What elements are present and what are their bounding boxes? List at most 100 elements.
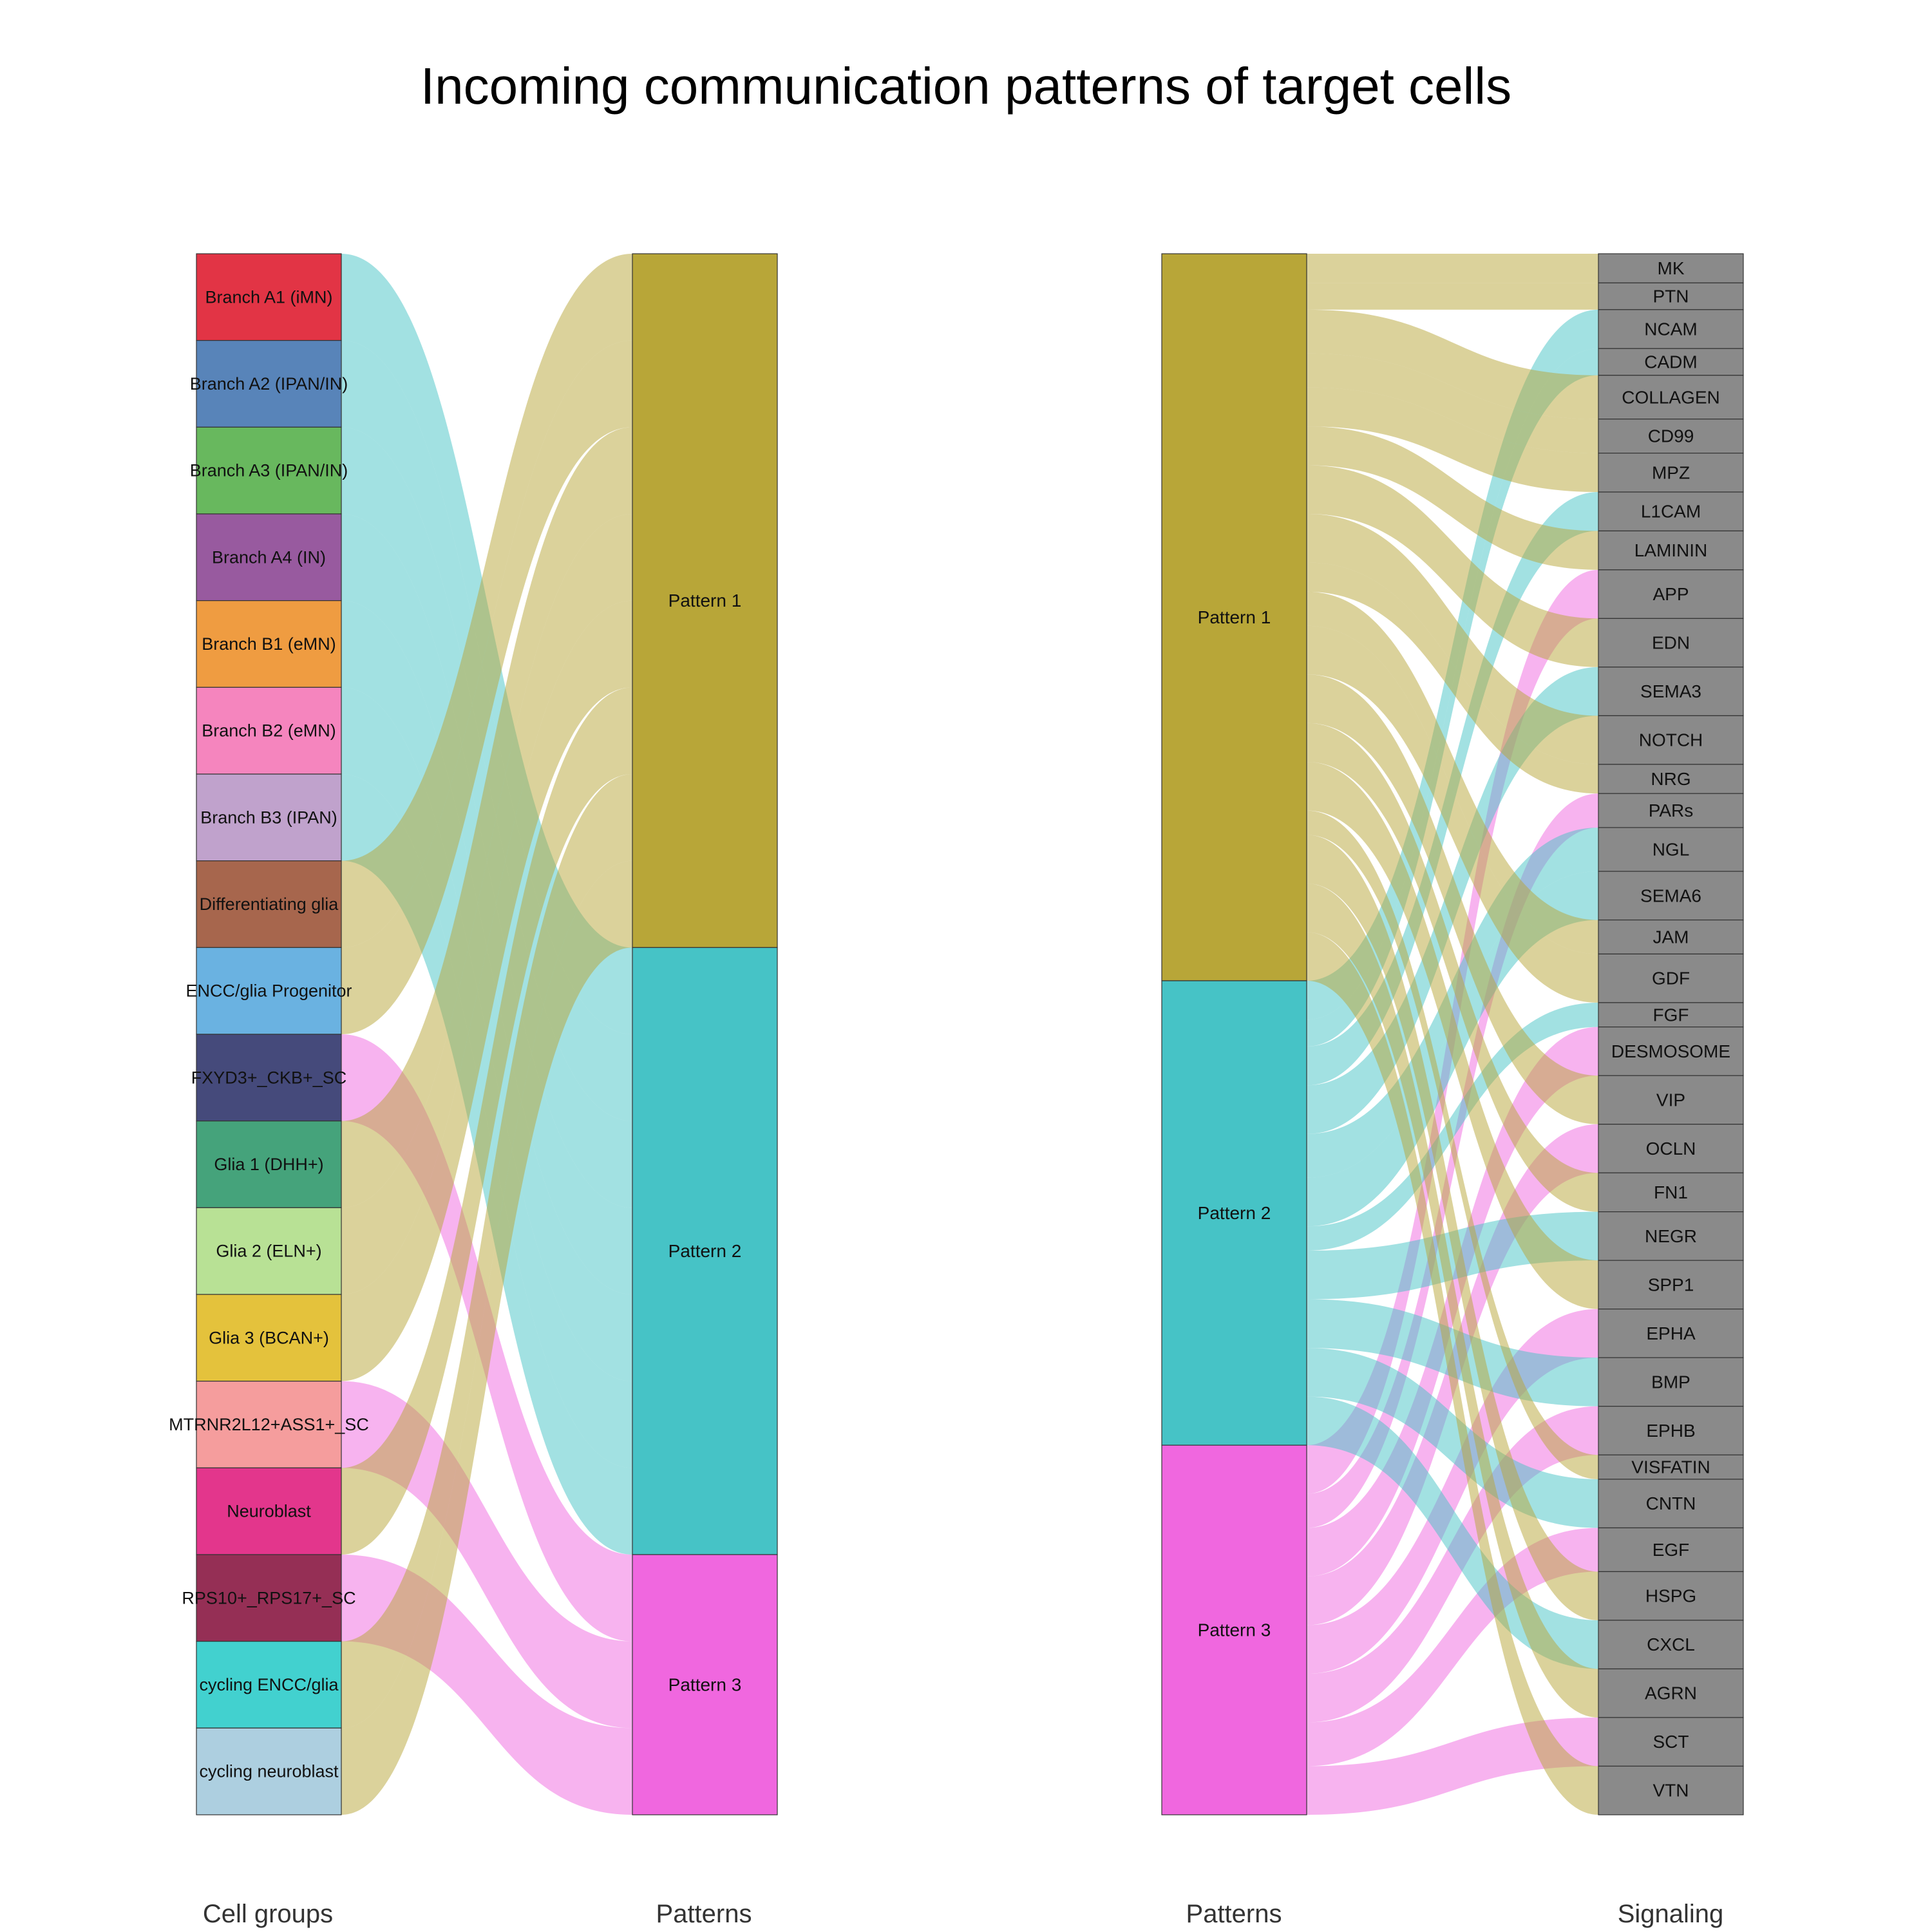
left-node-label-glia-1-dhh: Glia 1 (DHH+): [214, 1155, 323, 1174]
left-node-label-branch-a3-ipan-in: Branch A3 (IPAN/IN): [190, 461, 348, 480]
right-node-label-cadm: CADM: [1644, 352, 1697, 372]
flow-glia-1-dhh-to-pattern-1: [341, 427, 632, 1208]
flow-neuroblast-to-pattern-1: [341, 687, 632, 1555]
flow-glia-3-bcan-to-pattern-1: [341, 600, 632, 1381]
right-node-spp1: [1598, 1260, 1744, 1310]
flow-pattern-2-to-cadm: [1307, 348, 1598, 1046]
flow-pattern-1-to-notch: [1307, 514, 1598, 764]
left-node-label-branch-a4-in: Branch A4 (IN): [212, 547, 326, 567]
left-panel-right-axis-label: Patterns: [656, 1900, 752, 1928]
right-node-label-notch: NOTCH: [1639, 730, 1703, 750]
flow-pattern-1-to-ptn: [1307, 283, 1598, 310]
right-node-label-visfatin: VISFATIN: [1631, 1457, 1710, 1477]
left-panel-left-axis-label: Cell groups: [202, 1900, 334, 1928]
right-node-label-vtn: VTN: [1653, 1781, 1689, 1801]
left-node-label-cycling-neuroblast: cycling neuroblast: [199, 1762, 339, 1781]
right-node-notch: [1598, 715, 1744, 765]
left-node-label-glia-3-bcan: Glia 3 (BCAN+): [209, 1328, 329, 1347]
right-node-label-sema6: SEMA6: [1640, 886, 1701, 905]
flow-pattern-1-to-vip: [1307, 674, 1598, 1124]
flow-pattern-1-to-agrn: [1307, 883, 1598, 1718]
left-node-pattern-2: [1161, 980, 1307, 1446]
right-node-label-laminin: LAMININ: [1634, 540, 1708, 560]
chart-title: Incoming communication patterns of targe…: [420, 57, 1512, 115]
flow-pattern-1-to-jam: [1307, 591, 1598, 954]
right-node-ngl: [1598, 827, 1744, 872]
right-node-label-ptn: PTN: [1653, 287, 1689, 307]
right-node-label-fgf: FGF: [1653, 1005, 1689, 1025]
left-node-label-branch-b1-emn: Branch B1 (eMN): [202, 634, 336, 654]
right-node-gdf: [1598, 953, 1744, 1003]
right-node-label-pars: PARs: [1649, 800, 1694, 820]
flow-pattern-1-to-fn1: [1307, 723, 1598, 1212]
flow-pattern-1-to-collagen: [1307, 309, 1598, 419]
right-node-label-collagen: COLLAGEN: [1622, 387, 1720, 407]
right-node-bmp: [1598, 1357, 1744, 1407]
right-node-pars: [1598, 793, 1744, 828]
flow-pattern-3-to-pars: [1307, 793, 1598, 1528]
right-node-label-negr: NEGR: [1645, 1226, 1697, 1246]
left-node-label-glia-2-eln: Glia 2 (ELN+): [216, 1242, 321, 1261]
flow-group: [1307, 254, 1598, 1815]
right-node-label-edn: EDN: [1652, 633, 1690, 653]
left-node-label-pattern-1: Pattern 1: [1198, 607, 1271, 627]
flow-pattern-1-to-mpz: [1307, 387, 1598, 493]
right-node-label-l1cam: L1CAM: [1641, 502, 1701, 522]
right-node-sema6: [1598, 871, 1744, 921]
right-node-cntn: [1598, 1479, 1744, 1529]
left-node-pattern-1: [1161, 253, 1307, 981]
flow-pattern-1-to-gdf: [1307, 625, 1598, 1003]
left-node-branch-b3-ipan: [196, 773, 342, 862]
right-node-nrg: [1598, 764, 1744, 794]
right-node-label-bmp: BMP: [1651, 1372, 1690, 1392]
left-node-cycling-encc-glia: [196, 1641, 342, 1728]
flow-pattern-1-to-visfatin: [1307, 810, 1598, 1479]
right-panel-right-axis-label: Signaling: [1617, 1900, 1724, 1928]
left-node-label-branch-b2-emn: Branch B2 (eMN): [202, 721, 336, 741]
right-node-label-ephb: EPHB: [1646, 1421, 1695, 1441]
left-node-label-differentiating-glia: Differentiating glia: [200, 895, 339, 914]
left-node-label-encc-glia-progenitor: ENCC/glia Progenitor: [185, 981, 352, 1001]
flow-pattern-3-to-sct: [1307, 1717, 1598, 1815]
right-node-label-cd99: CD99: [1648, 426, 1694, 446]
left-node-branch-a3-ipan-in: [196, 426, 342, 515]
flow-pattern-1-to-edn: [1307, 465, 1598, 667]
left-node-mtrnr2l12-ass1-sc: [196, 1381, 342, 1468]
flow-pattern-1-to-nrg: [1307, 562, 1598, 794]
left-node-cycling-neuroblast: [196, 1727, 342, 1815]
right-node-pattern-2: [632, 947, 778, 1555]
flow-pattern-2-to-fgf: [1307, 1002, 1598, 1251]
right-node-ncam: [1598, 309, 1744, 349]
right-node-laminin: [1598, 530, 1744, 571]
right-node-desmosome: [1598, 1027, 1744, 1076]
right-node-label-vip: VIP: [1656, 1090, 1685, 1110]
flow-group: [341, 254, 632, 1815]
right-node-sct: [1598, 1717, 1744, 1767]
right-node-mpz: [1598, 453, 1744, 493]
flow-cycling-neuroblast-to-pattern-1: [341, 860, 632, 1815]
right-node-label-desmosome: DESMOSOME: [1611, 1041, 1730, 1061]
right-node-ocln: [1598, 1124, 1744, 1173]
right-node-label-ngl: NGL: [1653, 840, 1690, 860]
right-node-label-agrn: AGRN: [1645, 1683, 1697, 1703]
left-node-label-branch-a1-imn: Branch A1 (iMN): [205, 287, 332, 307]
right-node-mk: [1598, 253, 1744, 283]
right-node-label-sct: SCT: [1653, 1732, 1689, 1752]
right-node-label-fn1: FN1: [1654, 1182, 1688, 1202]
flow-pattern-2-to-cntn: [1307, 1348, 1598, 1528]
left-node-branch-b2-emn: [196, 687, 342, 775]
right-panel-left-axis-label: Patterns: [1186, 1900, 1282, 1928]
right-node-label-pattern-3: Pattern 3: [668, 1675, 742, 1695]
right-node-ephb: [1598, 1406, 1744, 1455]
right-node-vip: [1598, 1075, 1744, 1125]
right-node-cadm: [1598, 348, 1744, 376]
flow-branch-a2-ipan-in-to-pattern-2: [341, 340, 632, 1121]
right-node-app: [1598, 569, 1744, 619]
flow-pattern-1-to-spp1: [1307, 762, 1598, 1309]
right-node-label-mpz: MPZ: [1652, 462, 1690, 482]
right-node-label-app: APP: [1653, 584, 1689, 604]
left-node-label-pattern-2: Pattern 2: [1198, 1203, 1271, 1223]
right-node-ptn: [1598, 282, 1744, 310]
right-node-label-egf: EGF: [1653, 1540, 1690, 1560]
